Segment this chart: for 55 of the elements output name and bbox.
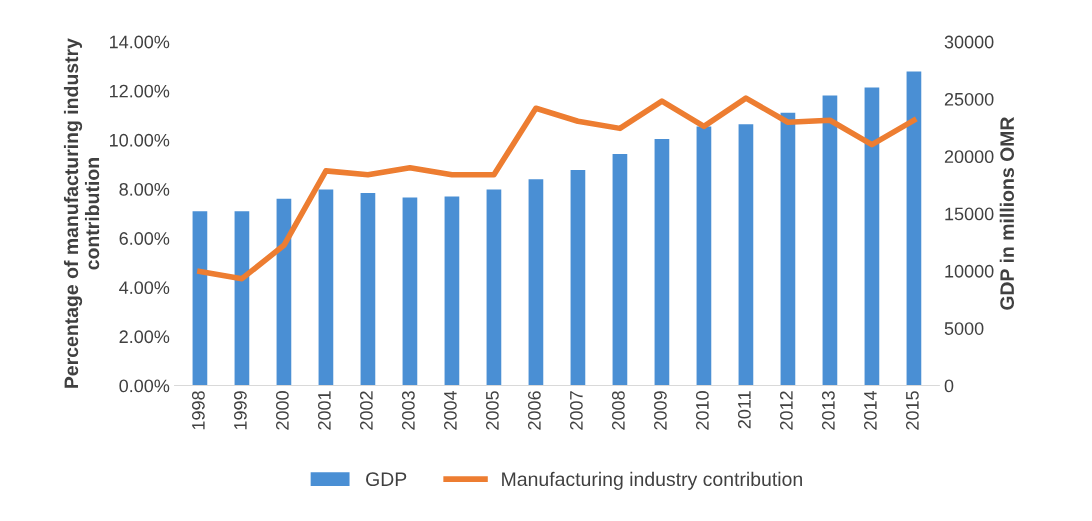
- legend-label: GDP: [366, 472, 407, 487]
- x-tick-label: 2006: [527, 391, 541, 430]
- x-tick-label: 2000: [275, 391, 289, 430]
- x-tick-label: 2004: [443, 390, 457, 430]
- x-tick-label: 2015: [905, 391, 919, 430]
- bar: [318, 189, 334, 386]
- y2-tick-label: 5000: [944, 322, 984, 335]
- bar: [906, 71, 922, 386]
- x-tick-label: 2009: [653, 391, 667, 430]
- x-tick-label: 2002: [359, 391, 373, 430]
- bar: [444, 196, 460, 386]
- bar: [822, 95, 838, 386]
- y-tick-label: 8.00%: [119, 182, 170, 196]
- y2-tick-label: 0: [944, 379, 954, 393]
- bar: [738, 124, 754, 386]
- y-tick-label: 14.00%: [110, 35, 170, 49]
- y-tick-label: 12.00%: [110, 84, 170, 98]
- y2-tick-label: 25000: [944, 92, 994, 106]
- bar: [402, 197, 418, 386]
- bar: [612, 154, 628, 386]
- bar: [360, 192, 376, 386]
- x-tick-label: 2003: [401, 391, 415, 430]
- bar: [234, 211, 250, 386]
- x-tick-label: 2011: [737, 391, 751, 429]
- legend-label: Manufacturing industry contribution: [502, 471, 802, 490]
- y2-tick-label: 15000: [945, 207, 994, 221]
- y-tick-label: 4.00%: [119, 281, 170, 295]
- bar: [780, 112, 796, 386]
- bar: [654, 139, 670, 386]
- x-tick-label: 2010: [695, 391, 709, 430]
- y2-axis-title: GDP in millions OMR: [999, 116, 1015, 310]
- bar: [864, 87, 880, 386]
- y2-tick-label: 10000: [945, 264, 994, 278]
- bar: [528, 179, 544, 386]
- bar: [192, 211, 208, 386]
- x-tick-label: 1999: [233, 391, 247, 430]
- y2-tick-label: 30000: [944, 35, 994, 49]
- y-tick-label: 2.00%: [119, 330, 170, 344]
- x-tick-label: 2007: [569, 391, 583, 430]
- y-tick-label: 10.00%: [110, 133, 170, 147]
- x-tick-label: 2014: [863, 390, 877, 430]
- x-tick-label: 1998: [191, 391, 205, 430]
- x-tick-label: 2012: [779, 391, 793, 430]
- x-tick-label: 2001: [317, 391, 331, 430]
- y-axis-title: Percentage of manufacturing industry contribution: [63, 38, 100, 388]
- y-tick-label: 6.00%: [119, 232, 170, 245]
- y-tick-label: 0.00%: [119, 379, 170, 393]
- x-tick-label: 2013: [821, 391, 835, 430]
- x-tick-label: 2008: [611, 391, 625, 430]
- bar: [486, 189, 502, 386]
- bar: [276, 198, 292, 386]
- y2-tick-label: 20000: [944, 150, 994, 164]
- bar: [696, 126, 712, 386]
- bar: [570, 170, 586, 386]
- x-tick-label: 2005: [485, 391, 499, 430]
